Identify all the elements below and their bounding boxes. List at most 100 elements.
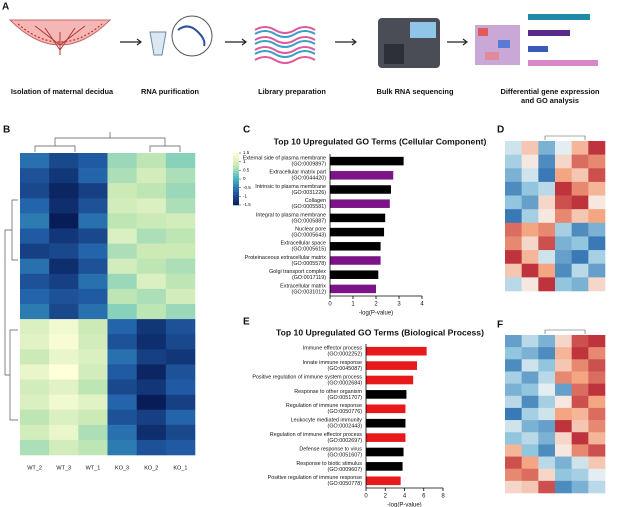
workflow-icons — [8, 14, 598, 68]
heatmap-cell — [20, 364, 50, 380]
heatmap-cell — [136, 258, 167, 275]
colorbar-segment — [233, 168, 239, 172]
heatmap-cell — [505, 222, 522, 237]
heatmap-cell — [538, 432, 556, 445]
x-axis-label: -log(P-value) — [359, 311, 393, 317]
heatmap-cell — [136, 183, 167, 199]
bar — [330, 242, 381, 251]
x-tick-label: 0 — [328, 302, 332, 308]
heatmap-cell — [165, 243, 196, 259]
heatmap-cell — [20, 228, 50, 244]
workflow-label: Library preparation — [258, 87, 326, 96]
heatmap-cell — [505, 335, 522, 348]
heatmap-cell — [571, 277, 589, 292]
heatmap-cell — [521, 335, 539, 348]
heatmap-cell — [107, 364, 137, 380]
heatmap-cell — [49, 424, 79, 441]
category-label: Innate immune response — [303, 360, 362, 366]
heatmap-cell — [107, 394, 137, 410]
heatmap-cell — [505, 395, 522, 409]
heatmap-cell — [78, 439, 108, 456]
heatmap-cell — [49, 288, 79, 305]
heatmap-cell — [20, 183, 50, 199]
heatmap-cell — [505, 407, 522, 421]
heatmap-cell — [588, 359, 606, 372]
heatmap-cell — [107, 183, 137, 199]
category-label: (GO:0031226) — [292, 190, 327, 196]
heatmap-cell — [107, 424, 137, 441]
category-label: (GO:0002697) — [328, 438, 363, 444]
heatmap-cell — [136, 213, 167, 229]
colorbar-tick-label: 1 — [243, 159, 246, 164]
category-label: (GO:0045087) — [328, 366, 363, 372]
heatmap-cell — [505, 236, 522, 251]
chart-title: Top 10 Upregulated GO Terms (Cellular Co… — [274, 136, 487, 146]
heatmap-cell — [555, 468, 572, 482]
mini-bar — [528, 30, 570, 36]
heatmap-cell — [588, 395, 606, 409]
heatmap-cell — [165, 288, 196, 305]
heatmap-cell — [78, 319, 108, 335]
heatmap-cell — [555, 444, 572, 457]
heatmap-cell — [107, 258, 137, 275]
heatmap-cell — [505, 181, 522, 196]
heatmap-cell — [505, 195, 522, 210]
heatmap-cell — [165, 168, 196, 184]
category-label: (GO:0002684) — [328, 380, 363, 386]
x-tick-label: 0 — [364, 494, 368, 500]
heatmap-cell — [571, 395, 589, 409]
heatmap-cell — [505, 250, 522, 265]
category-label: Immune effector process — [303, 346, 363, 352]
heatmap-cell — [555, 250, 572, 265]
heatmap-cell — [521, 195, 539, 210]
bar — [366, 462, 403, 471]
heatmap-cell — [107, 409, 137, 426]
heatmap-cell — [538, 236, 556, 251]
colorbar-tick-label: 0 — [243, 176, 246, 181]
colorbar-segment — [233, 181, 239, 185]
heatmap-cell — [136, 153, 167, 169]
category-label: (GO:0002252) — [328, 352, 363, 358]
heatmap-cell — [107, 439, 137, 456]
panel-label: A — [2, 2, 9, 13]
heatmap-cell — [555, 209, 572, 224]
category-label: (GO:0017119) — [292, 275, 326, 281]
heatmap-cell — [78, 379, 108, 395]
heatmap-cell — [20, 258, 50, 275]
heatmap-cell — [555, 141, 572, 155]
x-tick-label: 6 — [422, 494, 426, 500]
heatmap-cell — [165, 198, 196, 214]
mini-cell — [485, 52, 499, 60]
heatmap-cell — [505, 420, 522, 433]
category-label: (GO:0009607) — [328, 467, 363, 473]
mini-bar — [528, 46, 548, 52]
heatmap-cell — [136, 439, 167, 456]
heatmap-cell — [20, 394, 50, 410]
heatmap-cell — [521, 444, 539, 457]
heatmap-cell — [136, 319, 167, 335]
heatmap-cell — [571, 432, 589, 445]
heatmap-cell — [107, 153, 137, 169]
bar — [366, 390, 407, 399]
heatmap-cell — [505, 154, 522, 169]
heatmap-cell — [78, 258, 108, 275]
column-label: KO_3 — [115, 465, 129, 471]
heatmap-cell — [136, 243, 167, 259]
category-label: (GO:0051607) — [328, 452, 363, 458]
heatmap-cell — [505, 168, 522, 183]
heatmap-cell — [107, 243, 137, 259]
heatmap-cell — [136, 304, 167, 320]
column-label: WT_1 — [86, 465, 101, 471]
heatmap-cell — [20, 198, 50, 214]
heatmap-cell — [588, 468, 606, 482]
heatmap-cell — [555, 407, 572, 421]
bar — [330, 156, 404, 166]
heatmap-cell — [165, 394, 196, 410]
heatmap-cell — [78, 153, 108, 169]
colorbar-segment — [233, 153, 239, 156]
chart-title: Top 10 Upregulated GO Terms (Biological … — [276, 327, 484, 337]
heatmap-cell — [165, 379, 196, 395]
tube-icon — [149, 31, 167, 56]
heatmap-cell — [49, 228, 79, 244]
